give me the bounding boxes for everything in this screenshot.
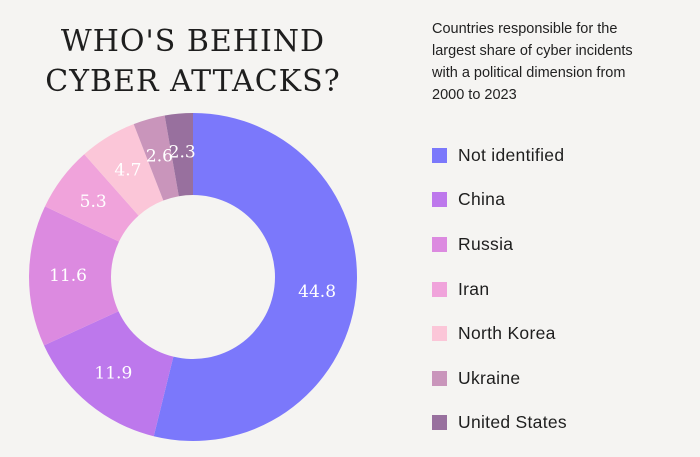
data-label-iran: 5.3 xyxy=(80,192,107,212)
legend-swatch xyxy=(432,326,447,342)
chart-subtitle-line-4: 2000 to 2023 xyxy=(432,87,517,103)
chart-subtitle-line-1: Countries responsible for the xyxy=(432,21,618,37)
legend-item-north-korea: North Korea xyxy=(432,311,567,356)
legend-swatch xyxy=(432,415,447,431)
legend-label: United States xyxy=(458,412,567,433)
legend-item-ukraine: Ukraine xyxy=(432,356,567,401)
donut-slice-china xyxy=(43,311,174,437)
chart-title: WHO'S BEHIND CYBER ATTACKS? xyxy=(0,22,386,102)
legend-label: North Korea xyxy=(458,323,556,344)
legend-item-iran: Iran xyxy=(432,267,567,312)
donut-slice-iran xyxy=(45,154,139,242)
data-label-not-identified: 44.8 xyxy=(298,282,336,302)
data-label-china: 11.9 xyxy=(94,363,132,383)
legend-label: Ukraine xyxy=(458,367,521,388)
donut-slice-not-identified xyxy=(153,113,358,442)
data-label-north-korea: 4.7 xyxy=(114,160,141,180)
chart-subtitle-line-2: largest share of cyber incidents xyxy=(432,43,633,59)
legend-swatch xyxy=(432,147,447,163)
chart-title-line-1: WHO'S BEHIND xyxy=(60,24,326,59)
legend-swatch xyxy=(432,281,447,297)
data-label-united-states: 2.3 xyxy=(169,142,196,162)
data-label-russia: 11.6 xyxy=(49,266,87,286)
legend-label: China xyxy=(458,189,506,210)
legend-label: Not identified xyxy=(458,144,565,165)
legend-item-china: China xyxy=(432,178,567,223)
legend-item-united-states: United States xyxy=(432,401,567,446)
donut-chart: 44.8 11.9 11.6 5.3 4.72.62.3 xyxy=(29,113,358,442)
legend-swatch xyxy=(432,192,447,208)
legend-label: Russia xyxy=(458,233,514,254)
donut-slice-north-korea xyxy=(84,124,164,216)
chart-title-line-2: CYBER ATTACKS? xyxy=(45,64,341,99)
chart-subtitle: Countries responsible for the largest sh… xyxy=(432,18,694,106)
donut-slice-russia xyxy=(29,206,120,346)
chart-legend: Not identified China Russia Iran North Korea… xyxy=(432,133,567,445)
chart-subtitle-line-3: with a political dimension from xyxy=(432,65,626,81)
donut-slice-united-states xyxy=(164,113,193,197)
legend-swatch xyxy=(432,236,447,252)
legend-label: Iran xyxy=(458,278,490,299)
donut-slice-ukraine xyxy=(133,115,179,201)
data-label-ukraine: 2.6 xyxy=(146,147,173,167)
legend-item-not-identified: Not identified xyxy=(432,133,567,178)
legend-item-russia: Russia xyxy=(432,222,567,267)
legend-swatch xyxy=(432,370,447,386)
